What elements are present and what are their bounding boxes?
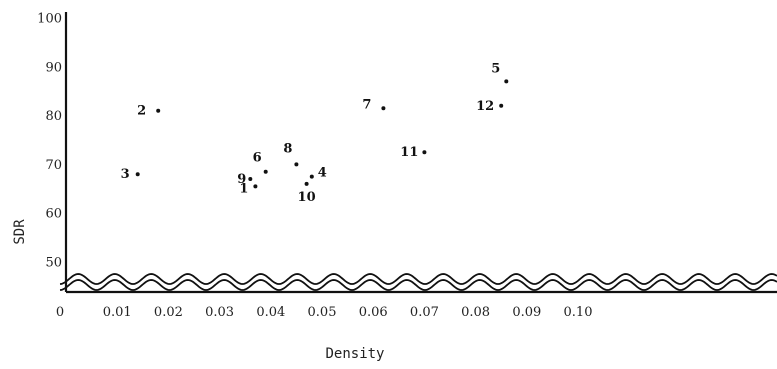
x-tick-label: 0.07: [410, 305, 439, 320]
y-tick-label: 100: [37, 12, 62, 27]
data-point: [156, 108, 161, 113]
x-tick-label: 0: [56, 305, 64, 320]
y-tick-label: 60: [45, 207, 62, 222]
y-tick-label: 80: [45, 109, 62, 124]
data-point-label: 9: [237, 172, 246, 187]
data-point: [304, 181, 309, 186]
x-tick-label: 0.06: [359, 305, 388, 320]
data-point: [499, 103, 504, 108]
data-point-label: 10: [298, 190, 316, 205]
data-point: [135, 172, 140, 177]
x-tick-label: 0.04: [256, 305, 285, 320]
axis-break-wave-upper: [59, 273, 777, 285]
x-tick-label: 0.01: [103, 305, 132, 320]
data-point-label: 8: [283, 141, 292, 156]
data-point: [294, 162, 299, 167]
x-tick-label: 0.03: [205, 305, 234, 320]
data-point: [253, 184, 258, 189]
x-ticks: 0 0.01 0.02 0.03 0.04 0.05 0.06 0.07 0.08 0.09 0.1…: [56, 305, 593, 320]
data-point-label: 12: [476, 99, 494, 114]
data-point: [422, 150, 427, 155]
data-point-label: 2: [137, 104, 146, 119]
y-ticks: 50 60 70 80 90 100: [37, 12, 62, 271]
x-tick-label: 0.08: [461, 305, 490, 320]
y-axis-title: SDR: [12, 219, 28, 245]
axis-break-wave-lower: [59, 279, 777, 291]
x-tick-label: 0.05: [308, 305, 337, 320]
y-tick-label: 90: [45, 60, 62, 75]
data-point-label: 4: [318, 166, 327, 181]
x-tick-label: 0.09: [512, 305, 541, 320]
data-point-label: 6: [253, 151, 262, 166]
data-point-label: 7: [362, 97, 371, 112]
data-point: [309, 174, 314, 179]
data-point-label: 5: [491, 61, 500, 76]
data-point-label: 1: [239, 181, 248, 196]
y-tick-label: 50: [45, 256, 62, 271]
x-tick-label: 0.10: [564, 305, 593, 320]
data-point: [263, 169, 268, 174]
data-point: [381, 106, 386, 111]
data-point: [248, 177, 253, 181]
x-axis-title: Density: [325, 346, 384, 362]
data-point: [504, 79, 509, 84]
data-point-label: 3: [121, 167, 130, 182]
y-tick-label: 70: [45, 158, 62, 173]
x-tick-label: 0.02: [154, 305, 183, 320]
data-point-label: 11: [400, 145, 418, 160]
